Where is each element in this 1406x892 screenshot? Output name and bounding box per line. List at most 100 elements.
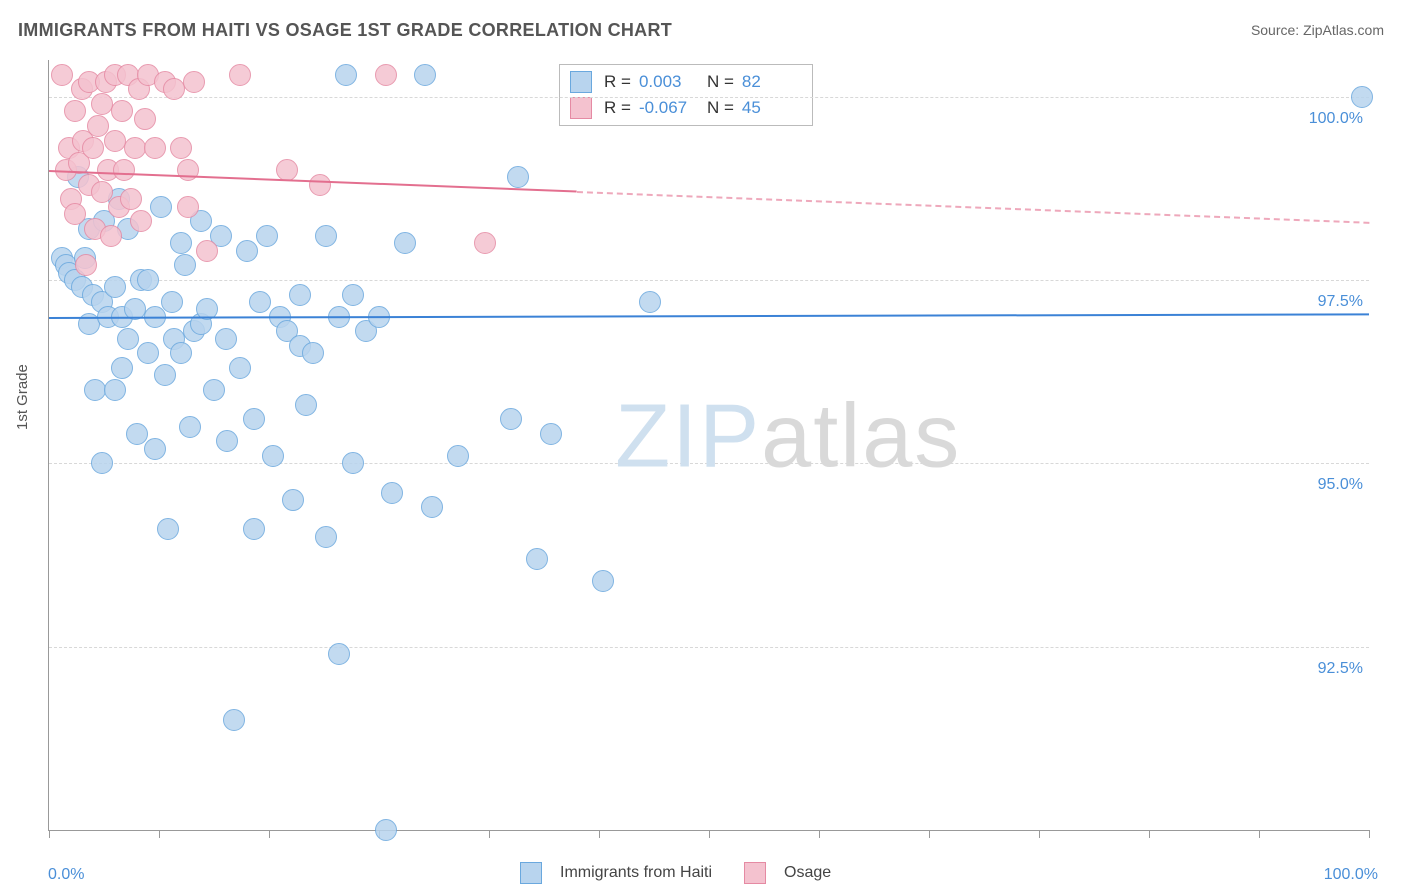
chart-container: IMMIGRANTS FROM HAITI VS OSAGE 1ST GRADE…: [0, 0, 1406, 892]
scatter-point: [113, 159, 135, 181]
legend-swatch: [520, 862, 542, 884]
chart-title: IMMIGRANTS FROM HAITI VS OSAGE 1ST GRADE…: [18, 20, 672, 41]
scatter-point: [137, 269, 159, 291]
stat-n-label: N =: [707, 95, 734, 121]
scatter-point: [130, 210, 152, 232]
scatter-point: [394, 232, 416, 254]
scatter-point: [104, 276, 126, 298]
stat-r-value: 0.003: [639, 69, 699, 95]
stats-legend-box: R =0.003N =82R = -0.067 N = 45: [559, 64, 813, 126]
scatter-point: [315, 526, 337, 548]
x-tick: [489, 830, 490, 838]
scatter-point: [82, 137, 104, 159]
scatter-point: [375, 819, 397, 841]
stat-n-value: 45: [742, 95, 802, 121]
trend-line: [577, 191, 1369, 224]
x-tick: [159, 830, 160, 838]
scatter-point: [229, 357, 251, 379]
scatter-point: [1351, 86, 1373, 108]
scatter-point: [91, 452, 113, 474]
scatter-point: [174, 254, 196, 276]
scatter-point: [289, 284, 311, 306]
scatter-point: [243, 518, 265, 540]
scatter-point: [84, 379, 106, 401]
x-tick: [929, 830, 930, 838]
x-tick: [1039, 830, 1040, 838]
scatter-point: [91, 93, 113, 115]
y-axis-label: 1st Grade: [14, 364, 31, 430]
scatter-point: [157, 518, 179, 540]
scatter-point: [179, 416, 201, 438]
y-gridline: [49, 97, 1369, 98]
scatter-point: [144, 438, 166, 460]
x-tick: [49, 830, 50, 838]
plot-area: R =0.003N =82R = -0.067 N = 45 100.0% 97.5% 9…: [48, 60, 1369, 831]
scatter-point: [592, 570, 614, 592]
scatter-point: [282, 489, 304, 511]
y-tick-label: 95.0%: [1318, 476, 1363, 494]
scatter-point: [414, 64, 436, 86]
x-tick: [1369, 830, 1370, 838]
scatter-point: [335, 64, 357, 86]
legend-label: Osage: [784, 864, 831, 882]
scatter-point: [104, 379, 126, 401]
scatter-point: [249, 291, 271, 313]
scatter-point: [243, 408, 265, 430]
scatter-point: [540, 423, 562, 445]
scatter-point: [170, 342, 192, 364]
scatter-point: [163, 78, 185, 100]
scatter-point: [295, 394, 317, 416]
x-axis-max-label: 100.0%: [1324, 866, 1378, 884]
scatter-point: [342, 284, 364, 306]
stat-n-value: 82: [742, 69, 802, 95]
scatter-point: [177, 196, 199, 218]
watermark: ZIPatlas: [615, 386, 961, 489]
scatter-point: [216, 430, 238, 452]
series-swatch: [570, 71, 592, 93]
scatter-point: [302, 342, 324, 364]
scatter-point: [161, 291, 183, 313]
scatter-point: [500, 408, 522, 430]
scatter-point: [64, 203, 86, 225]
x-tick: [1149, 830, 1150, 838]
stat-r-value: -0.067: [639, 95, 699, 121]
y-tick-label: 92.5%: [1318, 660, 1363, 678]
scatter-point: [124, 137, 146, 159]
x-tick: [599, 830, 600, 838]
x-tick: [1259, 830, 1260, 838]
scatter-point: [639, 291, 661, 313]
scatter-point: [75, 254, 97, 276]
scatter-point: [342, 452, 364, 474]
y-tick-label: 97.5%: [1318, 293, 1363, 311]
stats-row: R =0.003N =82: [570, 69, 802, 95]
scatter-point: [100, 225, 122, 247]
stats-row: R = -0.067 N = 45: [570, 95, 802, 121]
scatter-point: [215, 328, 237, 350]
scatter-point: [51, 64, 73, 86]
scatter-point: [276, 159, 298, 181]
scatter-point: [381, 482, 403, 504]
scatter-point: [196, 240, 218, 262]
scatter-point: [137, 342, 159, 364]
scatter-point: [229, 64, 251, 86]
series-swatch: [570, 97, 592, 119]
scatter-point: [375, 64, 397, 86]
scatter-point: [328, 643, 350, 665]
stat-r-label: R =: [604, 95, 631, 121]
scatter-point: [150, 196, 172, 218]
trend-line: [49, 313, 1369, 319]
bottom-legend: Immigrants from HaitiOsage: [520, 862, 849, 884]
scatter-point: [144, 137, 166, 159]
scatter-point: [262, 445, 284, 467]
scatter-point: [154, 364, 176, 386]
scatter-point: [421, 496, 443, 518]
y-tick-label: 100.0%: [1309, 110, 1363, 128]
scatter-point: [64, 100, 86, 122]
scatter-point: [203, 379, 225, 401]
scatter-point: [309, 174, 331, 196]
scatter-point: [104, 130, 126, 152]
scatter-point: [170, 137, 192, 159]
scatter-point: [117, 328, 139, 350]
x-tick: [269, 830, 270, 838]
y-gridline: [49, 280, 1369, 281]
